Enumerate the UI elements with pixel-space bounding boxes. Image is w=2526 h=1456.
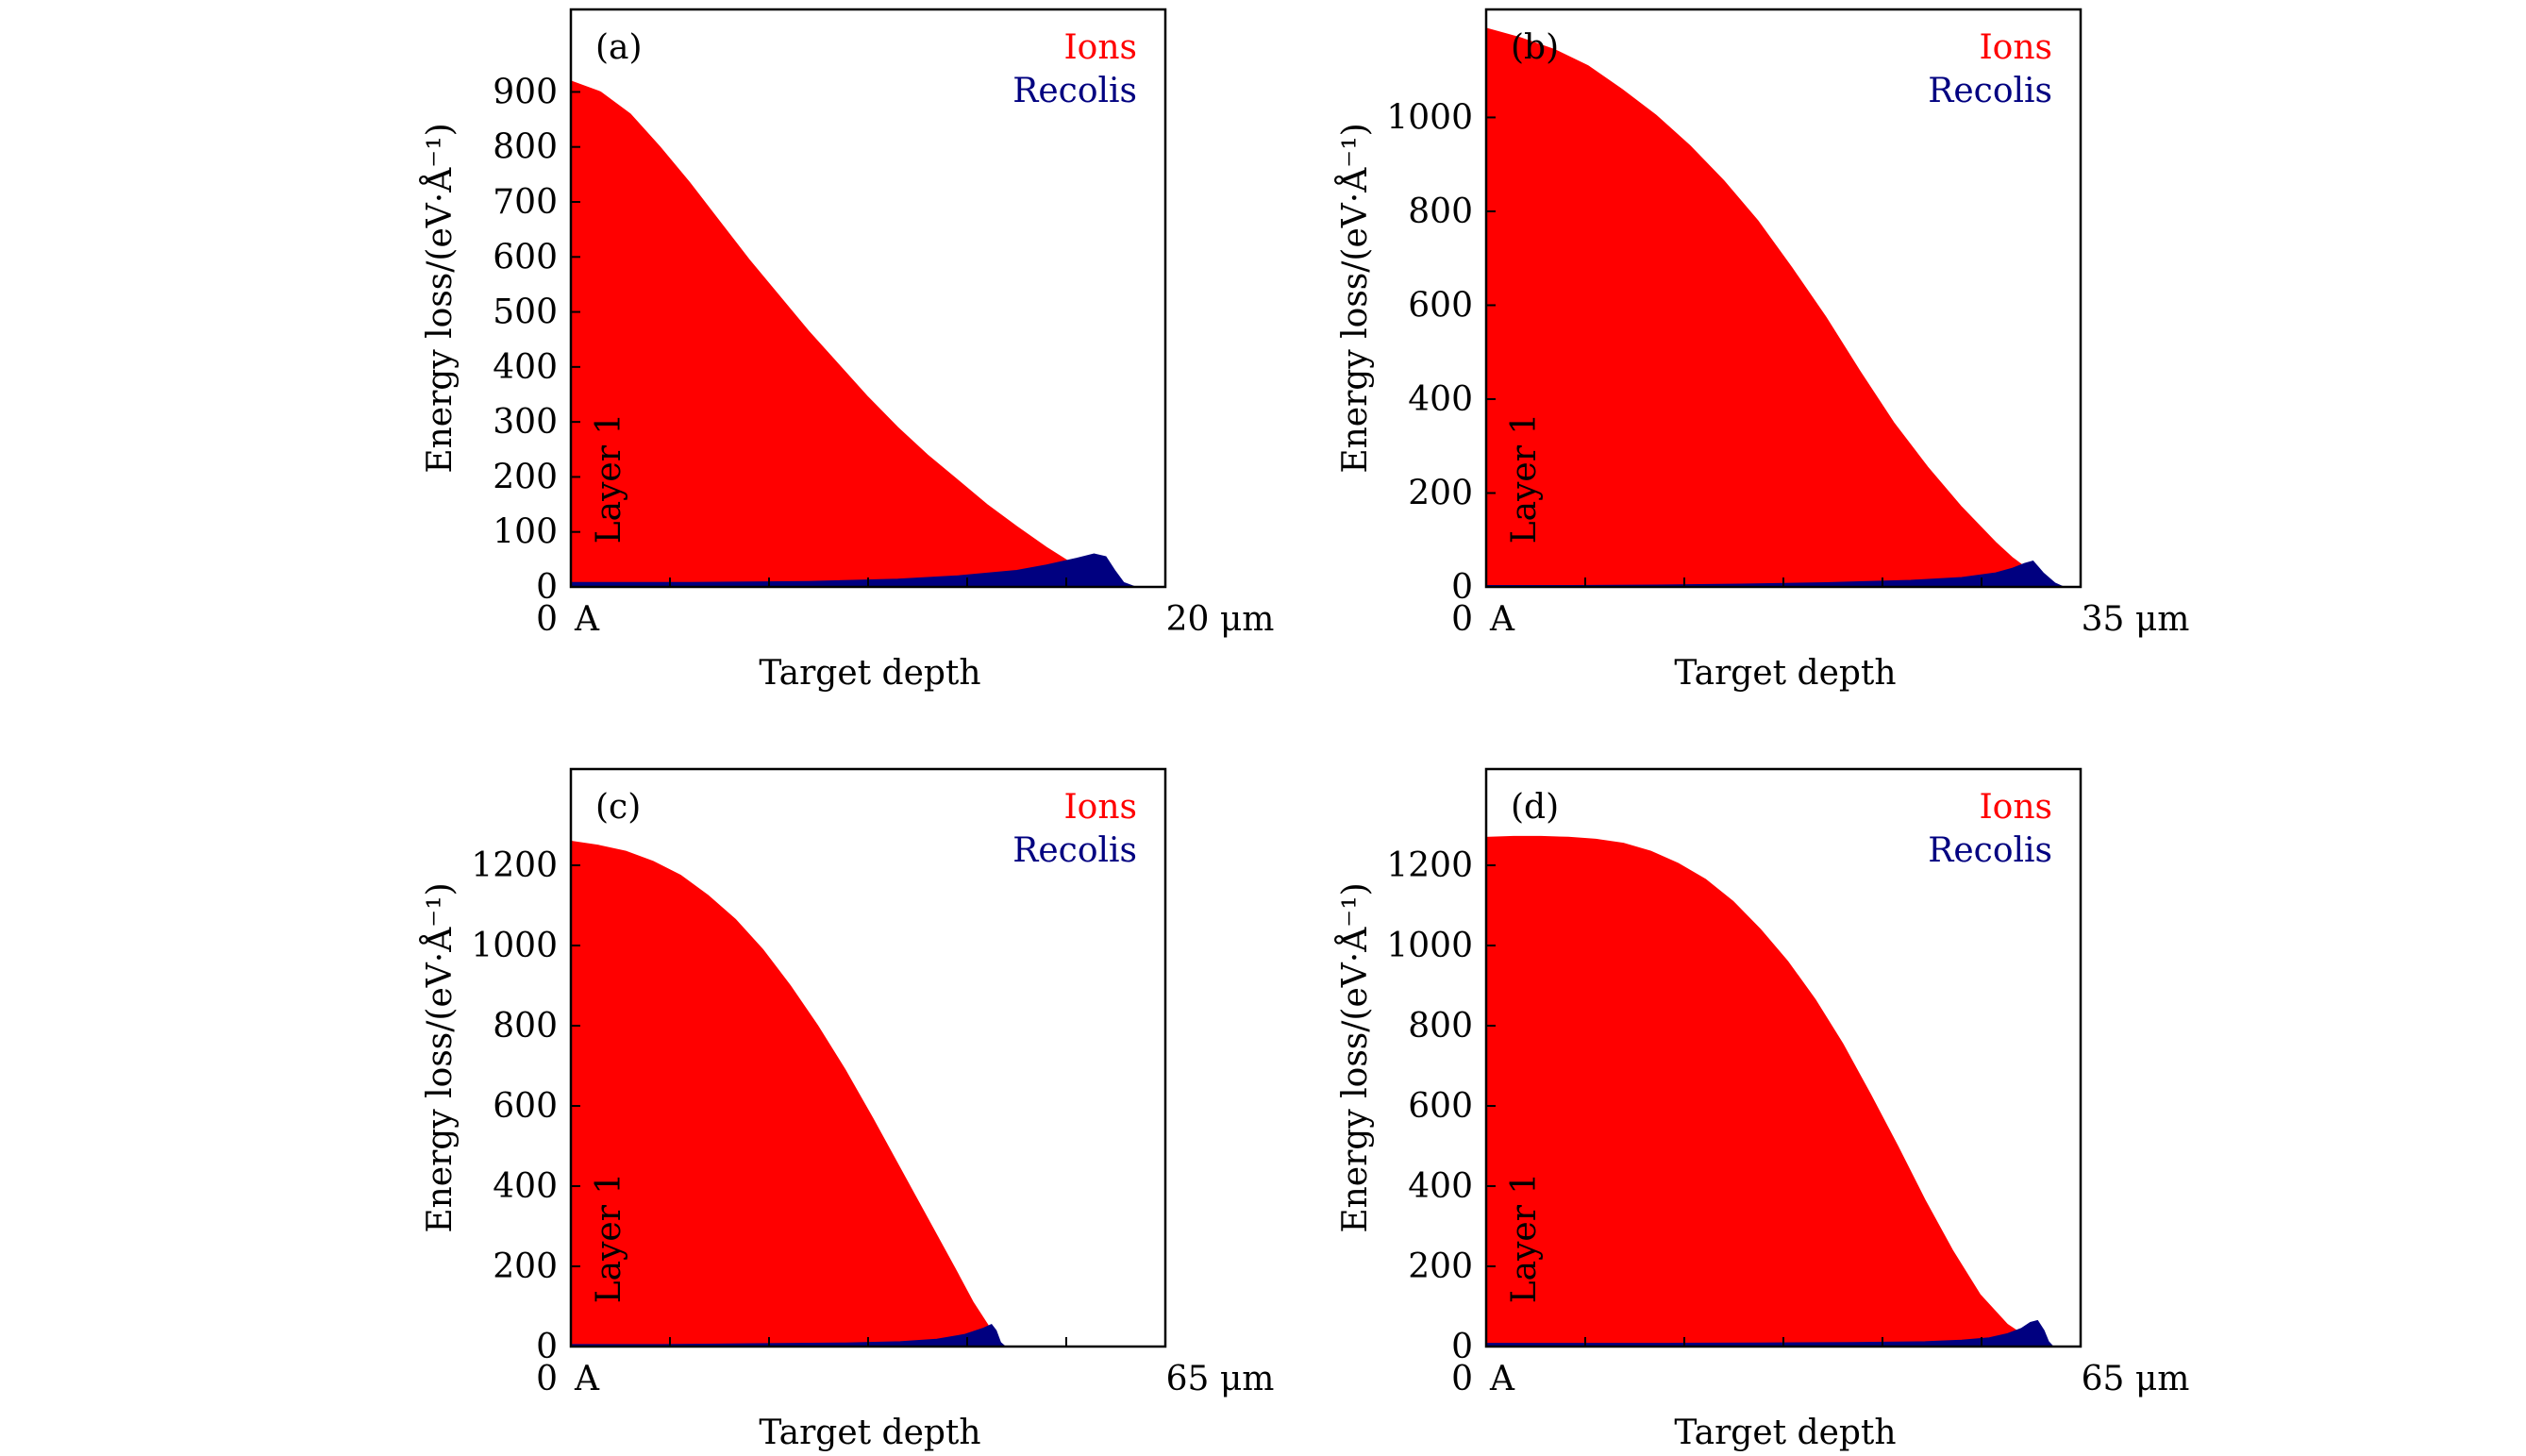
y-tick-label: 1200 (471, 846, 558, 885)
x-marker-label: A (1489, 1360, 1515, 1398)
y-tick-label: 1000 (471, 927, 558, 965)
y-tick-label: 1200 (1386, 846, 1473, 885)
y-tick-label: 200 (493, 458, 558, 496)
x-axis-title: Target depth (1674, 1414, 1896, 1452)
series-area-recoils (1485, 561, 2065, 588)
y-tick-label: 400 (1408, 1167, 1473, 1206)
layer-label: Layer 1 (1505, 413, 1544, 544)
x-axis-title: Target depth (759, 1414, 980, 1452)
x-start-label: 0 (536, 1360, 558, 1398)
y-axis-title: Energy loss/(eV·Å⁻¹) (420, 882, 460, 1232)
y-tick-label: 700 (493, 183, 558, 222)
x-start-label: 0 (1451, 600, 1473, 639)
legend-recoils: Recolis (1928, 831, 2052, 870)
series-area-recoils (1485, 1319, 2055, 1347)
y-tick-label: 100 (493, 513, 558, 552)
y-tick-label: 800 (493, 128, 558, 167)
legend-ions: Ions (1063, 788, 1137, 827)
legend-ions: Ions (1979, 788, 2052, 827)
panel-label: (c) (595, 788, 641, 827)
legend-ions: Ions (1979, 28, 2052, 67)
legend-recoils: Recolis (1012, 831, 1137, 870)
y-tick-label: 0 (536, 1328, 558, 1366)
y-axis-title: Energy loss/(eV·Å⁻¹) (420, 123, 460, 473)
y-axis-title: Energy loss/(eV·Å⁻¹) (1335, 123, 1375, 473)
y-tick-label: 400 (493, 348, 558, 387)
panel-label: (b) (1511, 28, 1559, 67)
y-tick-label: 0 (1451, 1328, 1473, 1366)
layer-label: Layer 1 (1505, 1173, 1544, 1304)
y-tick-label: 600 (1408, 1087, 1473, 1126)
series-area-ions (1485, 835, 2053, 1347)
y-tick-label: 800 (1408, 1007, 1473, 1046)
x-end-label: 35 μm (2082, 600, 2190, 639)
legend-ions: Ions (1063, 28, 1137, 67)
series-area-ions (570, 840, 1007, 1347)
x-start-label: 0 (536, 600, 558, 639)
x-end-label: 65 μm (2082, 1360, 2190, 1398)
y-tick-label: 200 (493, 1247, 558, 1286)
series-area-recoils (570, 1323, 1007, 1347)
y-tick-label: 1000 (1386, 98, 1473, 137)
legend-recoils: Recolis (1012, 72, 1137, 110)
layer-label: Layer 1 (590, 413, 628, 544)
y-tick-label: 0 (536, 568, 558, 607)
x-end-label: 20 μm (1166, 600, 1275, 639)
x-axis-title: Target depth (1674, 654, 1896, 693)
x-marker-label: A (574, 1360, 600, 1398)
y-tick-label: 200 (1408, 1247, 1473, 1286)
y-tick-label: 1000 (1386, 927, 1473, 965)
legend-recoils: Recolis (1928, 72, 2052, 110)
x-start-label: 0 (1451, 1360, 1473, 1398)
y-tick-label: 800 (493, 1007, 558, 1046)
panel-label: (d) (1511, 788, 1559, 827)
x-end-label: 65 μm (1166, 1360, 1275, 1398)
y-tick-label: 400 (1408, 380, 1473, 419)
x-axis-title: Target depth (759, 654, 980, 693)
y-tick-label: 400 (493, 1167, 558, 1206)
series-area-ions (570, 80, 1136, 588)
y-tick-label: 600 (1408, 286, 1473, 325)
panel-label: (a) (595, 28, 643, 67)
y-tick-label: 200 (1408, 474, 1473, 512)
y-tick-label: 600 (493, 1087, 558, 1126)
y-tick-label: 600 (493, 238, 558, 276)
y-tick-label: 0 (1451, 568, 1473, 607)
y-tick-label: 300 (493, 403, 558, 442)
y-tick-label: 800 (1408, 192, 1473, 231)
x-marker-label: A (574, 600, 600, 639)
layer-label: Layer 1 (590, 1173, 628, 1304)
x-marker-label: A (1489, 600, 1515, 639)
series-area-recoils (570, 553, 1136, 588)
y-axis-title: Energy loss/(eV·Å⁻¹) (1335, 882, 1375, 1232)
y-tick-label: 900 (493, 73, 558, 111)
y-tick-label: 500 (493, 293, 558, 332)
series-area-ions (1485, 27, 2065, 588)
